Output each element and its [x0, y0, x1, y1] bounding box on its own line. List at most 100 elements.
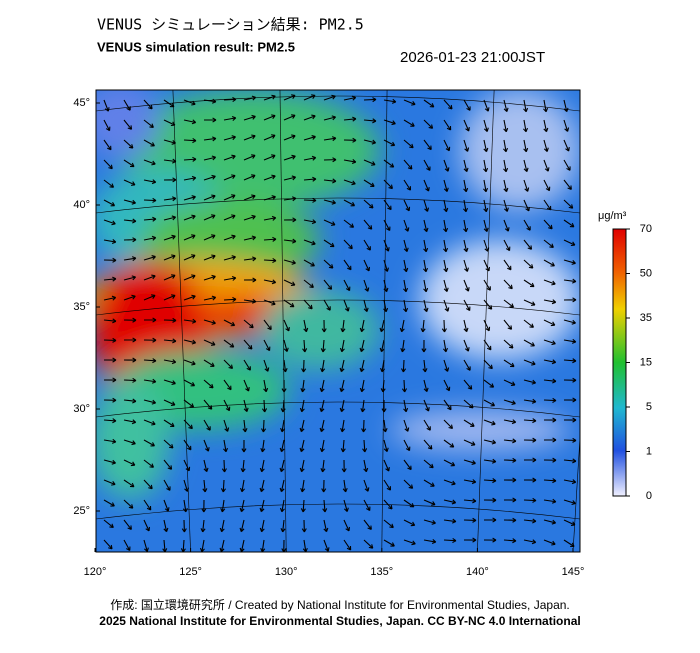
wind-arrow — [383, 139, 396, 147]
wind-arrow — [343, 199, 356, 207]
colorbar-tick-label: 70 — [640, 223, 652, 235]
wind-arrow — [523, 539, 537, 545]
wind-arrow — [443, 459, 456, 467]
wind-arrow — [503, 239, 511, 252]
wind-arrow — [503, 379, 516, 387]
wind-arrow — [220, 499, 226, 513]
wind-arrow — [523, 299, 536, 306]
wind-arrow — [443, 537, 457, 544]
wind-arrow — [283, 339, 289, 352]
wind-arrow — [483, 359, 493, 370]
wind-arrow — [163, 254, 176, 261]
wind-arrow — [383, 119, 396, 126]
wind-arrow — [403, 439, 411, 452]
wind-arrow — [523, 437, 537, 443]
wind-arrow — [343, 239, 353, 250]
wind-arrow — [483, 419, 496, 426]
wind-arrow — [243, 114, 256, 121]
wind-arrow — [143, 399, 157, 405]
wind-arrow — [443, 299, 450, 312]
wind-arrow — [403, 99, 416, 106]
wind-arrow — [103, 337, 117, 343]
wind-arrow — [203, 174, 216, 181]
wind-arrow — [223, 214, 236, 221]
wind-arrow — [483, 299, 493, 310]
wind-arrow — [563, 219, 575, 228]
wind-arrow — [463, 459, 476, 465]
wind-arrow — [543, 319, 556, 327]
wind-arrow — [423, 419, 431, 431]
wind-arrow — [463, 299, 471, 312]
colorbar-tick-label: 0 — [646, 490, 652, 502]
wind-arrow — [383, 219, 391, 232]
wind-arrow — [423, 519, 436, 525]
wind-arrow — [243, 256, 257, 262]
wind-arrow — [323, 199, 336, 205]
wind-arrow — [463, 537, 477, 543]
wind-arrow — [322, 499, 328, 513]
wind-arrow — [323, 219, 336, 226]
wind-arrow — [503, 99, 509, 113]
graticule — [96, 197, 580, 214]
wind-arrow — [503, 119, 509, 133]
wind-arrow — [543, 219, 553, 230]
wind-arrow — [483, 239, 490, 252]
wind-arrow — [123, 139, 134, 149]
wind-arrow — [263, 379, 269, 393]
wind-arrow — [463, 259, 469, 272]
wind-arrow — [163, 338, 177, 344]
wind-arrow — [343, 179, 356, 186]
wind-arrow — [340, 319, 346, 333]
wind-arrow — [563, 358, 577, 364]
wind-arrow — [323, 299, 331, 311]
wind-arrow — [143, 519, 151, 532]
wind-arrow — [399, 319, 405, 333]
wind-arrow — [263, 236, 277, 242]
wind-arrow — [243, 214, 256, 221]
wind-arrow — [543, 478, 557, 484]
wind-arrow — [183, 339, 197, 345]
wind-arrow — [503, 419, 517, 425]
wind-arrow — [103, 318, 117, 324]
wind-arrow — [343, 259, 352, 271]
wind-arrow — [103, 418, 117, 424]
wind-arrow — [103, 357, 117, 363]
wind-arrow — [163, 215, 177, 221]
wind-arrow — [443, 518, 457, 524]
wind-arrow — [363, 159, 376, 166]
wind-arrow — [323, 136, 337, 142]
wind-arrow — [563, 499, 576, 506]
lat-label: 25° — [73, 505, 90, 517]
wind-arrow — [143, 479, 153, 490]
wind-arrow — [363, 239, 371, 251]
wind-arrow — [403, 419, 410, 432]
wind-arrow — [143, 139, 155, 147]
wind-arrow — [203, 254, 216, 261]
graticule — [172, 90, 191, 552]
wind-arrow — [483, 339, 492, 351]
wind-arrow — [323, 259, 334, 269]
wind-arrow — [503, 538, 517, 544]
wind-arrow — [523, 279, 535, 288]
wind-arrow — [143, 439, 155, 447]
wind-arrow — [103, 295, 117, 301]
wind-arrow — [363, 499, 371, 512]
wind-arrow — [183, 294, 196, 301]
wind-arrow — [403, 539, 416, 546]
wind-arrow — [343, 116, 357, 122]
wind-arrow — [279, 459, 285, 473]
wind-arrow — [199, 539, 205, 552]
wind-arrow — [343, 539, 352, 551]
wind-arrow — [283, 94, 296, 101]
wind-arrow — [223, 154, 236, 161]
wind-arrow — [279, 439, 285, 453]
wind-arrow — [359, 359, 365, 373]
wind-arrow — [400, 339, 406, 353]
wind-arrow — [123, 499, 134, 509]
map — [96, 90, 580, 552]
wind-arrow — [163, 139, 176, 145]
wind-arrow — [260, 539, 266, 552]
lat-label: 35° — [73, 301, 90, 313]
wind-arrow — [343, 299, 350, 312]
wind-arrow — [423, 119, 434, 129]
